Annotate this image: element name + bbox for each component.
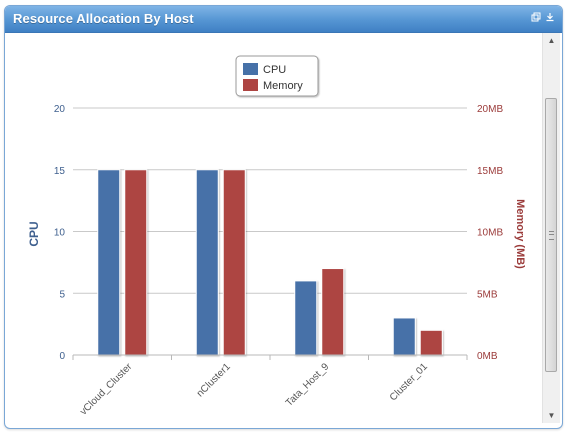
y-tick-label-left: 20 xyxy=(54,104,66,115)
bar-memory-3[interactable] xyxy=(419,329,443,356)
panel-titlebar: Resource Allocation By Host xyxy=(5,6,562,33)
x-tick-label: nCluster1 xyxy=(195,361,233,399)
bar-cpu-1[interactable] xyxy=(195,169,219,356)
scrollbar-grip-icon xyxy=(549,231,554,240)
legend-swatch-cpu xyxy=(243,63,258,75)
bar-cpu-2[interactable] xyxy=(294,280,318,356)
vertical-scrollbar[interactable]: ▲ ▼ xyxy=(542,33,560,423)
bar-cpu-3[interactable] xyxy=(392,317,416,356)
chart-legend: CPU Memory xyxy=(235,55,319,97)
panel-title: Resource Allocation By Host xyxy=(13,11,194,26)
y-axis-title-left: CPU xyxy=(27,221,41,246)
y-tick-label-left: 0 xyxy=(59,351,65,362)
scroll-up-arrow[interactable]: ▲ xyxy=(547,36,556,45)
resource-allocation-panel: Resource Allocation By Host 0 0MB 5 5MB 10 10… xyxy=(4,5,563,429)
y-axis-title-right: Memory (MB) xyxy=(514,199,526,269)
restore-icon[interactable] xyxy=(530,12,542,24)
bar-memory-2[interactable] xyxy=(321,268,345,356)
x-tick-label: vCloud_Cluster xyxy=(78,361,135,418)
bar-memory-1[interactable] xyxy=(222,169,246,356)
y-tick-label-left: 15 xyxy=(54,166,66,177)
x-tick-label: Tata_Host_9 xyxy=(284,361,332,409)
y-tick-label-right: 10MB xyxy=(477,228,503,239)
y-tick-label-right: 5MB xyxy=(477,289,498,300)
bar-cpu-0[interactable] xyxy=(97,169,121,356)
scrollbar-thumb[interactable] xyxy=(545,98,557,372)
bar-chart: 0 0MB 5 5MB 10 10MB 15 15MB 20 20MB vCloud_Cluster… xyxy=(27,55,526,418)
y-tick-label-right: 0MB xyxy=(477,351,498,362)
chart-area: 0 0MB 5 5MB 10 10MB 15 15MB 20 20MB vCloud_Cluster… xyxy=(5,33,542,428)
y-tick-label-right: 20MB xyxy=(477,104,503,115)
download-icon[interactable] xyxy=(544,12,556,24)
bar-memory-0[interactable] xyxy=(124,169,148,356)
legend-swatch-memory xyxy=(243,79,258,91)
legend-label-cpu: CPU xyxy=(263,64,286,76)
legend-label-memory: Memory xyxy=(263,80,303,92)
scroll-down-arrow[interactable]: ▼ xyxy=(547,411,556,420)
y-tick-label-left: 5 xyxy=(59,289,65,300)
y-tick-label-left: 10 xyxy=(54,228,66,239)
y-tick-label-right: 15MB xyxy=(477,166,503,177)
x-tick-label: Cluster_01 xyxy=(388,361,430,403)
